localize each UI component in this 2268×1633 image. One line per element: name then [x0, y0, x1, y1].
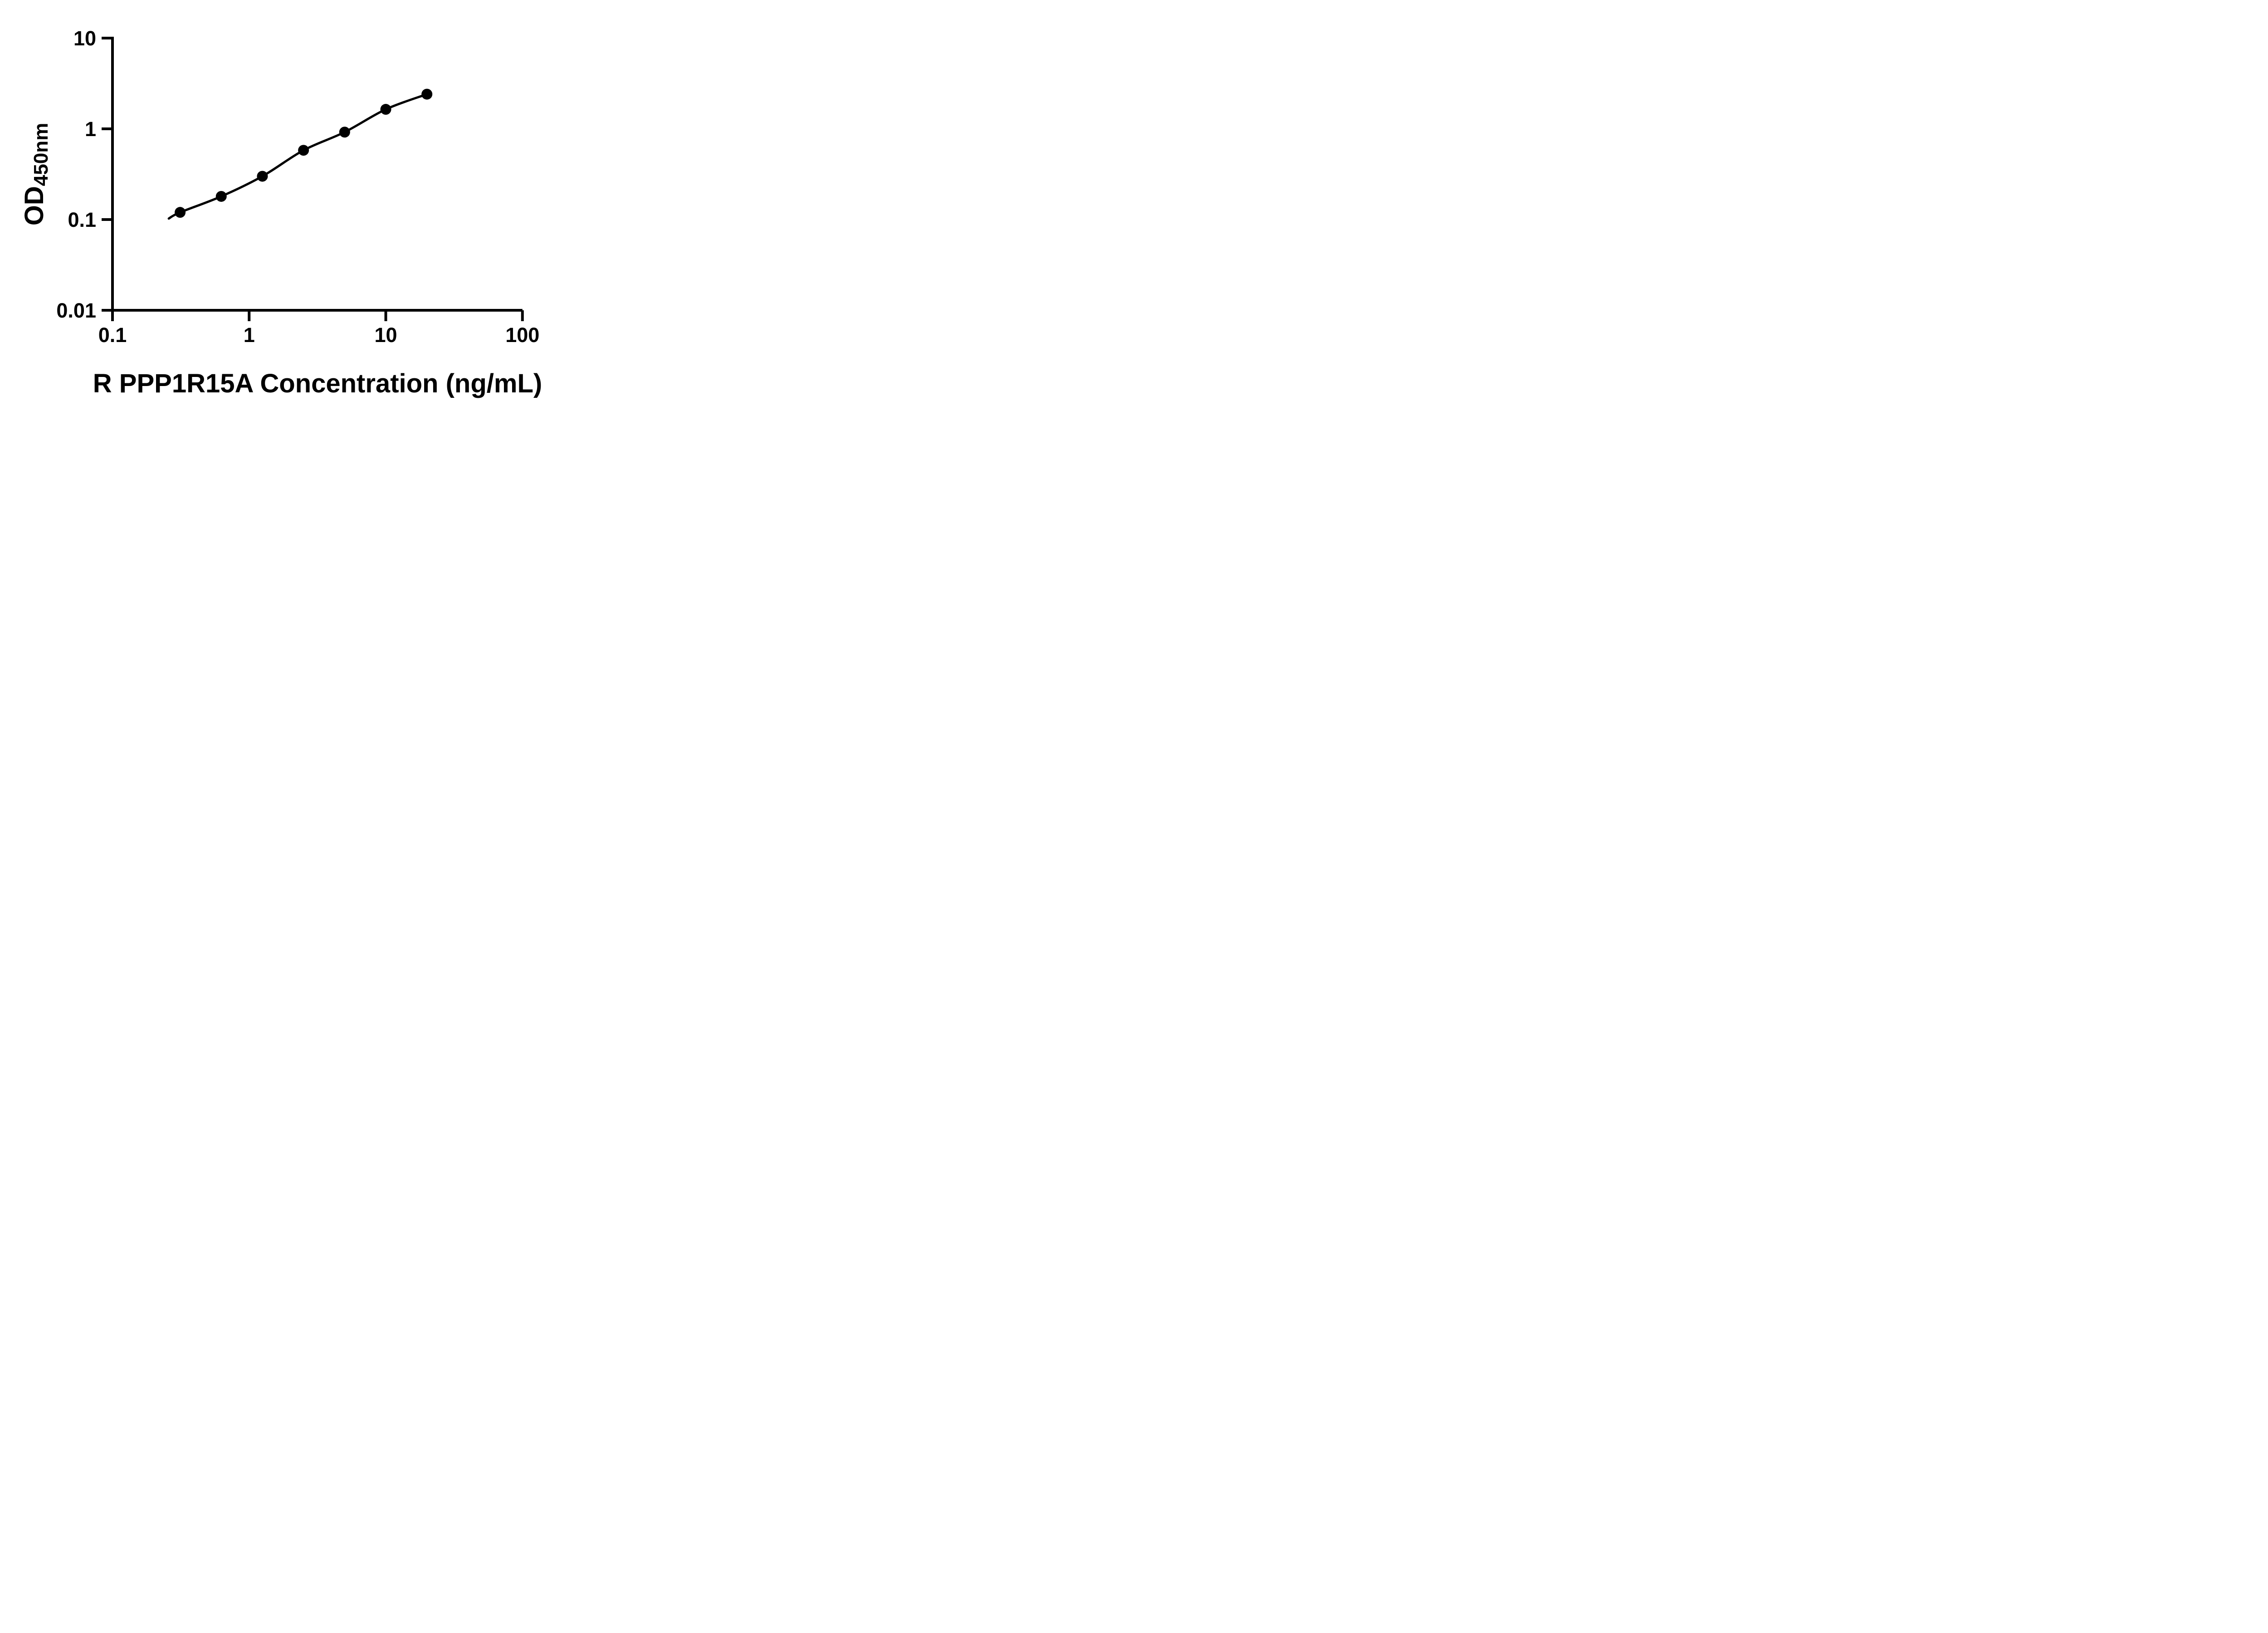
data-point: [257, 171, 268, 182]
y-tick-label: 1: [85, 117, 96, 141]
x-tick-label: 100: [505, 323, 539, 347]
data-point: [339, 127, 350, 138]
data-point: [215, 191, 227, 202]
data-point: [421, 88, 433, 100]
y-tick-label: 0.01: [56, 299, 96, 322]
y-axis-title-subscript: 450nm: [29, 122, 52, 186]
x-axis-title: R PPP1R15A Concentration (ng/mL): [93, 369, 543, 398]
x-tick-label: 1: [244, 323, 255, 347]
y-axis-title-main: OD: [20, 186, 49, 226]
x-tick-label: 10: [374, 323, 397, 347]
x-tick-label: 0.1: [98, 323, 127, 347]
y-tick-label: 0.1: [68, 208, 96, 231]
elisa-standard-curve-figure: 10 1 0.1 0.01 0.1 1 10 100 R PPP1R15A Concentra…: [0, 0, 583, 408]
y-tick-label: 10: [73, 27, 96, 50]
y-axis-title: OD450nm: [19, 123, 53, 225]
data-point: [380, 104, 391, 115]
data-point: [175, 207, 186, 218]
data-point: [298, 145, 309, 156]
